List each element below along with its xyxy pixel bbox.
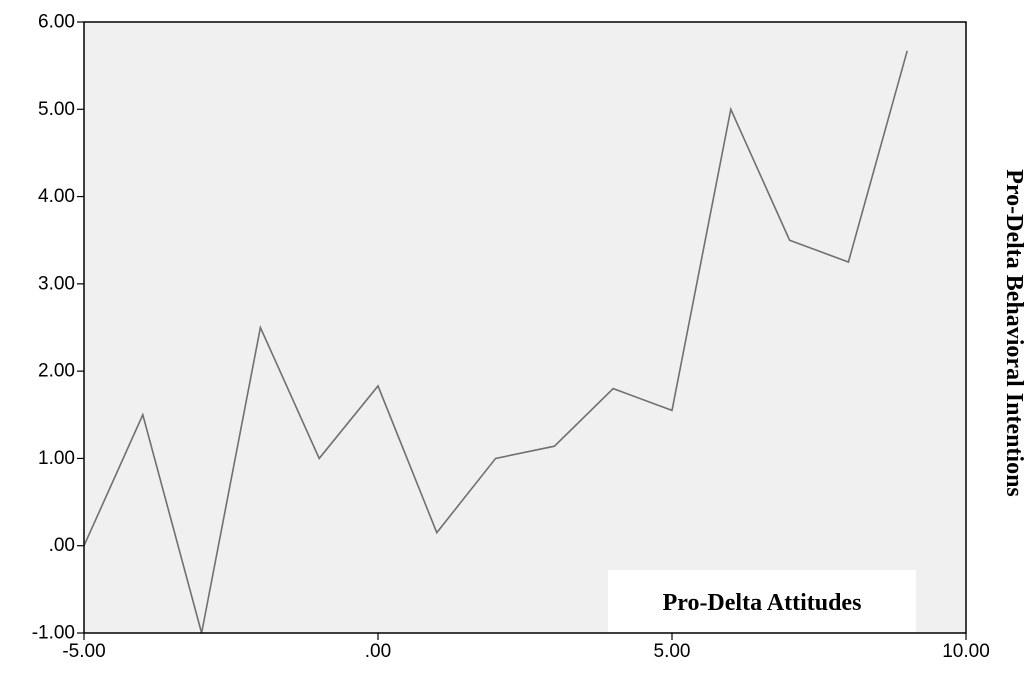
x-tick-label: -5.00 (62, 641, 105, 662)
x-tick-label: 10.00 (942, 641, 990, 662)
y-tick-label: 6.00 (38, 12, 75, 33)
y-tick-label: 5.00 (38, 99, 75, 120)
y-axis: -1.00 .00 1.00 2.00 3.00 4.00 5.00 6.00 (32, 12, 84, 644)
y-tick-label: .00 (49, 535, 75, 556)
y-tick-label: -1.00 (32, 623, 75, 644)
x-tick-label: 5.00 (654, 641, 691, 662)
plot-area (84, 22, 966, 633)
plot-frame (83, 21, 967, 634)
y-tick-label: 2.00 (38, 361, 75, 382)
chart-marks (83, 50, 908, 634)
series-line-0 (83, 50, 908, 634)
y-axis-title: Pro-Delta Behavioral Intentions (1001, 169, 1027, 497)
x-axis-title: Pro-Delta Attitudes (663, 590, 862, 616)
y-tick-label: 3.00 (38, 273, 75, 294)
y-tick-label: 1.00 (38, 448, 75, 469)
x-tick-label: .00 (365, 641, 391, 662)
xlabel-box (608, 570, 916, 632)
x-axis: -5.00 .00 5.00 10.00 (62, 633, 990, 662)
y-tick-label: 4.00 (38, 186, 75, 207)
